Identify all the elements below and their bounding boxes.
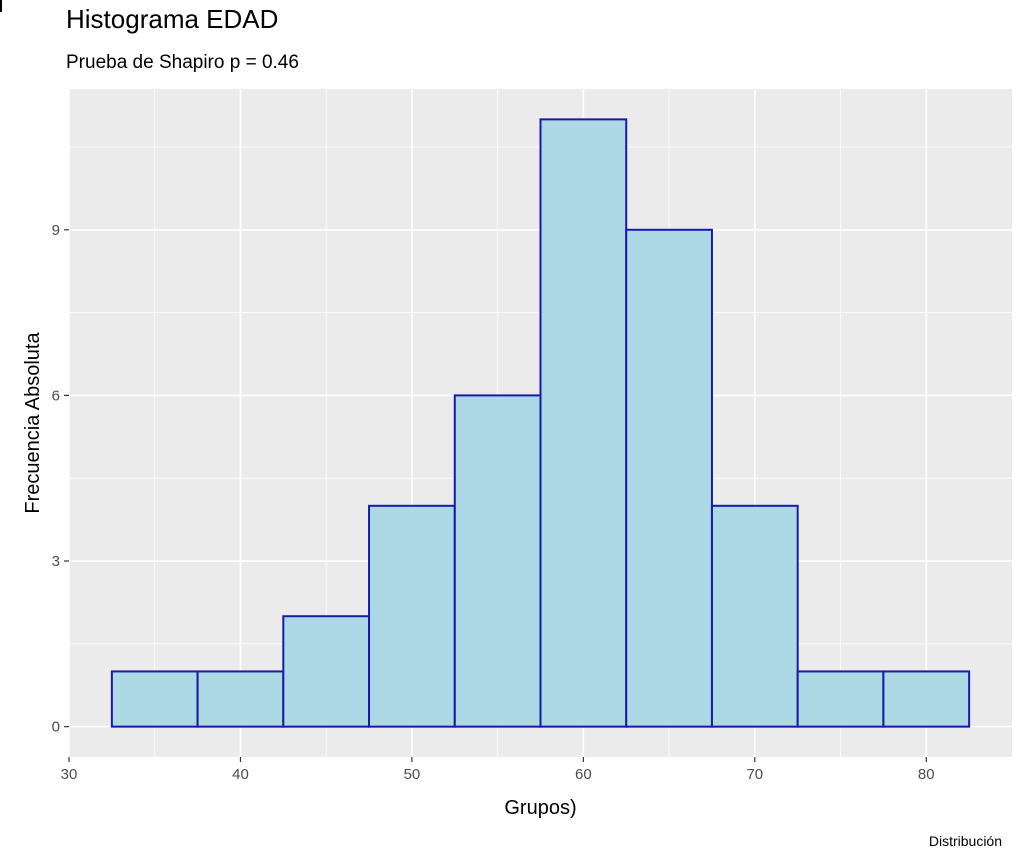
y-tick-label: 0	[52, 719, 60, 736]
chart-title: Histograma EDAD	[66, 4, 279, 34]
histogram-bar	[796, 670, 885, 728]
y-axis-title: Frecuencia Absoluta	[22, 332, 44, 514]
histogram-bar	[453, 394, 542, 728]
x-tick-label: 40	[232, 766, 249, 783]
x-tick-label: 30	[61, 766, 78, 783]
y-axis-ticks: 0 3 6 9	[52, 222, 69, 736]
histogram-bar	[710, 504, 799, 728]
x-tick-label: 70	[746, 766, 763, 783]
histogram-bars	[110, 118, 971, 728]
x-tick-label: 50	[404, 766, 421, 783]
chart-subtitle: Prueba de Shapiro p = 0.46	[66, 52, 299, 73]
histogram-bar	[539, 118, 628, 728]
histogram-bar	[368, 504, 456, 728]
top-left-marker	[0, 0, 2, 12]
x-axis-title: Grupos)	[504, 797, 576, 819]
x-tick-label: 80	[918, 766, 935, 783]
y-tick-label: 3	[52, 553, 60, 570]
y-tick-label: 9	[52, 222, 60, 239]
histogram-bar	[882, 670, 971, 728]
histogram-bar	[625, 228, 713, 728]
chart-caption: Distribución	[928, 833, 1002, 849]
y-tick-label: 6	[52, 387, 60, 404]
x-axis-ticks: 30 40 50 60 70 80	[61, 757, 935, 783]
histogram-bar	[196, 670, 285, 728]
x-tick-label: 60	[575, 766, 592, 783]
histogram-bar	[282, 615, 371, 728]
histogram-bar	[110, 670, 199, 728]
